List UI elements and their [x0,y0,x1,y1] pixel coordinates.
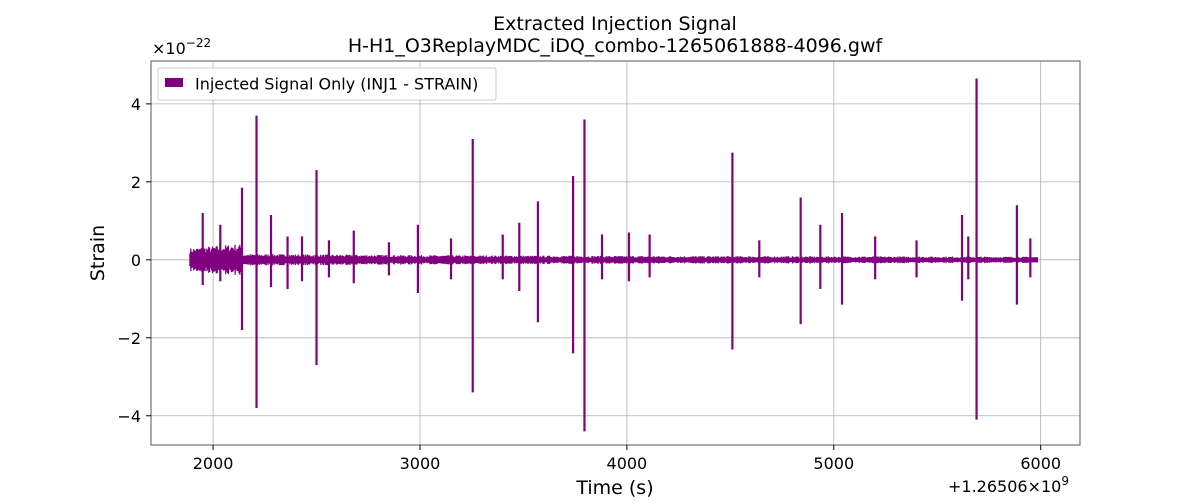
y-tick-label: −2 [117,329,141,348]
signal-background-noise [189,244,1038,275]
x-tick-label: 4000 [607,454,648,473]
x-tick-label: 5000 [813,454,854,473]
x-offset-base: +1.26506×10 [948,477,1061,496]
x-tick-label: 3000 [400,454,441,473]
legend-swatch [165,78,183,87]
x-axis-label: Time (s) [575,477,653,499]
y-tick-label: 2 [131,173,141,192]
y-tick-label: 0 [131,251,141,270]
plot-frame [150,60,1081,446]
y-tick-label: −4 [117,407,141,426]
y-axis-ticks: −4 −2 0 2 4 [117,95,151,426]
y-scale-base: ×10 [152,39,186,58]
y-scale-multiplier: ×10−22 [152,36,211,58]
y-scale-exponent: −22 [186,36,211,50]
plot-area [151,61,1080,445]
x-tick-label: 2000 [193,454,234,473]
x-axis-ticks: 2000 3000 4000 5000 6000 [193,445,1061,473]
signal-series [189,78,1038,432]
chart-subtitle: H-H1_O3ReplayMDC_iDQ_combo-1265061888-40… [348,35,884,57]
chart-title: Extracted Injection Signal [493,13,737,35]
legend-label: Injected Signal Only (INJ1 - STRAIN) [195,75,478,94]
legend: Injected Signal Only (INJ1 - STRAIN) [157,67,497,101]
x-tick-label: 6000 [1020,454,1061,473]
x-offset-exponent: 9 [1061,474,1069,488]
x-offset-text: +1.26506×109 [948,474,1069,496]
y-tick-label: 4 [131,95,141,114]
legend-box [157,67,497,101]
y-axis-label: Strain [87,225,109,281]
